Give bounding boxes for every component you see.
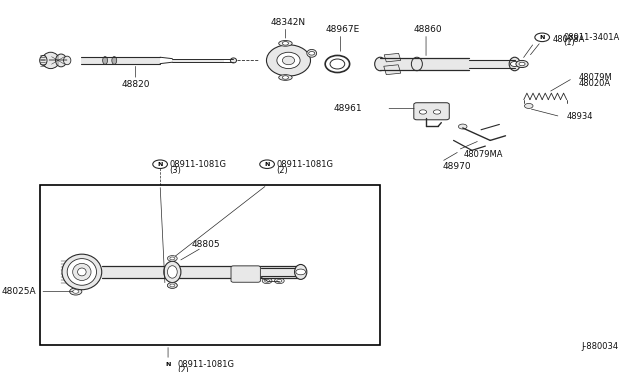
Ellipse shape	[62, 254, 102, 290]
Ellipse shape	[73, 263, 91, 280]
Text: N: N	[157, 162, 163, 167]
Text: 08911-1081G: 08911-1081G	[177, 360, 234, 369]
Ellipse shape	[509, 57, 520, 71]
FancyBboxPatch shape	[414, 103, 449, 120]
Circle shape	[282, 76, 289, 79]
Text: 48020A: 48020A	[579, 79, 611, 88]
Text: 08911-1081G: 08911-1081G	[169, 160, 227, 169]
Text: (1): (1)	[564, 38, 575, 47]
Circle shape	[70, 288, 82, 295]
Circle shape	[260, 160, 275, 169]
Text: N: N	[540, 35, 545, 40]
Ellipse shape	[278, 41, 292, 46]
Ellipse shape	[230, 58, 237, 63]
Circle shape	[282, 42, 289, 45]
Circle shape	[535, 33, 550, 42]
Ellipse shape	[278, 75, 292, 80]
Ellipse shape	[77, 268, 86, 276]
Text: 48342N: 48342N	[271, 17, 306, 26]
Circle shape	[170, 257, 175, 260]
Circle shape	[524, 103, 533, 108]
Text: 48970: 48970	[442, 162, 471, 171]
Ellipse shape	[277, 52, 300, 68]
Circle shape	[168, 256, 177, 261]
Bar	[172, 59, 224, 62]
Ellipse shape	[40, 55, 47, 65]
Bar	[384, 53, 401, 62]
Text: N: N	[165, 362, 171, 367]
Circle shape	[168, 283, 177, 288]
Text: 48961: 48961	[333, 104, 362, 113]
Ellipse shape	[307, 49, 317, 57]
Circle shape	[265, 279, 269, 282]
Circle shape	[510, 61, 519, 67]
Bar	[81, 57, 160, 64]
Circle shape	[458, 124, 467, 129]
Bar	[102, 266, 298, 278]
Text: 08911-1081G: 08911-1081G	[276, 160, 333, 169]
Circle shape	[161, 360, 175, 369]
Text: 48079M: 48079M	[579, 73, 612, 82]
Circle shape	[516, 60, 528, 68]
Circle shape	[433, 110, 441, 114]
Bar	[384, 65, 401, 75]
Circle shape	[275, 278, 284, 284]
Ellipse shape	[164, 261, 181, 283]
Text: 08911-3401A: 08911-3401A	[564, 33, 620, 42]
Bar	[261, 268, 301, 276]
Text: 48078A: 48078A	[552, 35, 585, 44]
Circle shape	[73, 290, 79, 293]
Text: N: N	[264, 162, 270, 167]
Circle shape	[168, 283, 177, 288]
Circle shape	[277, 279, 282, 282]
Text: 48967E: 48967E	[325, 25, 360, 33]
Text: (2): (2)	[177, 366, 189, 372]
Ellipse shape	[412, 57, 422, 71]
Text: 48079MA: 48079MA	[464, 150, 504, 159]
Circle shape	[296, 269, 306, 275]
Circle shape	[519, 62, 525, 66]
Circle shape	[170, 284, 175, 287]
Ellipse shape	[102, 57, 108, 64]
Text: 48025A: 48025A	[1, 287, 36, 296]
FancyBboxPatch shape	[231, 266, 260, 282]
Bar	[40, 185, 380, 345]
Text: 48820: 48820	[122, 80, 150, 89]
Text: J-880034: J-880034	[582, 342, 619, 351]
Circle shape	[153, 160, 168, 169]
Ellipse shape	[67, 259, 97, 285]
Text: (2): (2)	[276, 166, 288, 175]
Ellipse shape	[168, 266, 177, 278]
Ellipse shape	[42, 52, 60, 68]
Circle shape	[308, 52, 315, 55]
Ellipse shape	[112, 57, 116, 64]
Ellipse shape	[63, 56, 71, 65]
Ellipse shape	[294, 264, 307, 279]
Ellipse shape	[266, 45, 310, 76]
Text: 48934: 48934	[566, 112, 593, 121]
Ellipse shape	[56, 54, 67, 67]
Circle shape	[419, 110, 427, 114]
Text: 48805: 48805	[191, 240, 220, 249]
Bar	[380, 58, 469, 70]
Text: 48860: 48860	[413, 25, 442, 33]
Text: (3): (3)	[169, 166, 181, 175]
Circle shape	[262, 278, 272, 284]
Ellipse shape	[282, 56, 294, 65]
Ellipse shape	[374, 57, 386, 71]
Bar	[469, 60, 515, 68]
